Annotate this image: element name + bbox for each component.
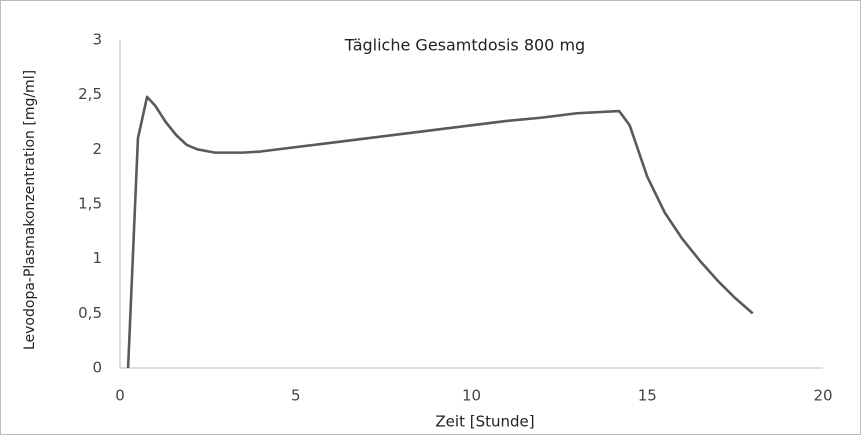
x-tick-label: 10 (462, 387, 481, 405)
x-tick-label: 20 (813, 387, 832, 405)
x-axis-label: Zeit [Stunde] (435, 413, 534, 431)
data-line (126, 95, 754, 369)
y-tick-label: 0,5 (78, 304, 102, 322)
y-tick-label: 0 (92, 359, 102, 377)
y-axis-label: Levodopa-Plasmakonzentration [mg/ml] (22, 70, 38, 350)
chart-title: Tägliche Gesamtdosis 800 mg (344, 36, 585, 55)
y-tick-label: 3 (92, 31, 102, 49)
x-tick-label: 15 (638, 387, 657, 405)
y-tick-label: 2,5 (78, 85, 102, 103)
x-tick-label: 0 (115, 387, 125, 405)
y-tick-label: 1 (92, 249, 102, 267)
y-tick-label: 1,5 (78, 195, 102, 213)
x-tick-label: 5 (291, 387, 301, 405)
y-tick-label: 2 (92, 140, 102, 158)
